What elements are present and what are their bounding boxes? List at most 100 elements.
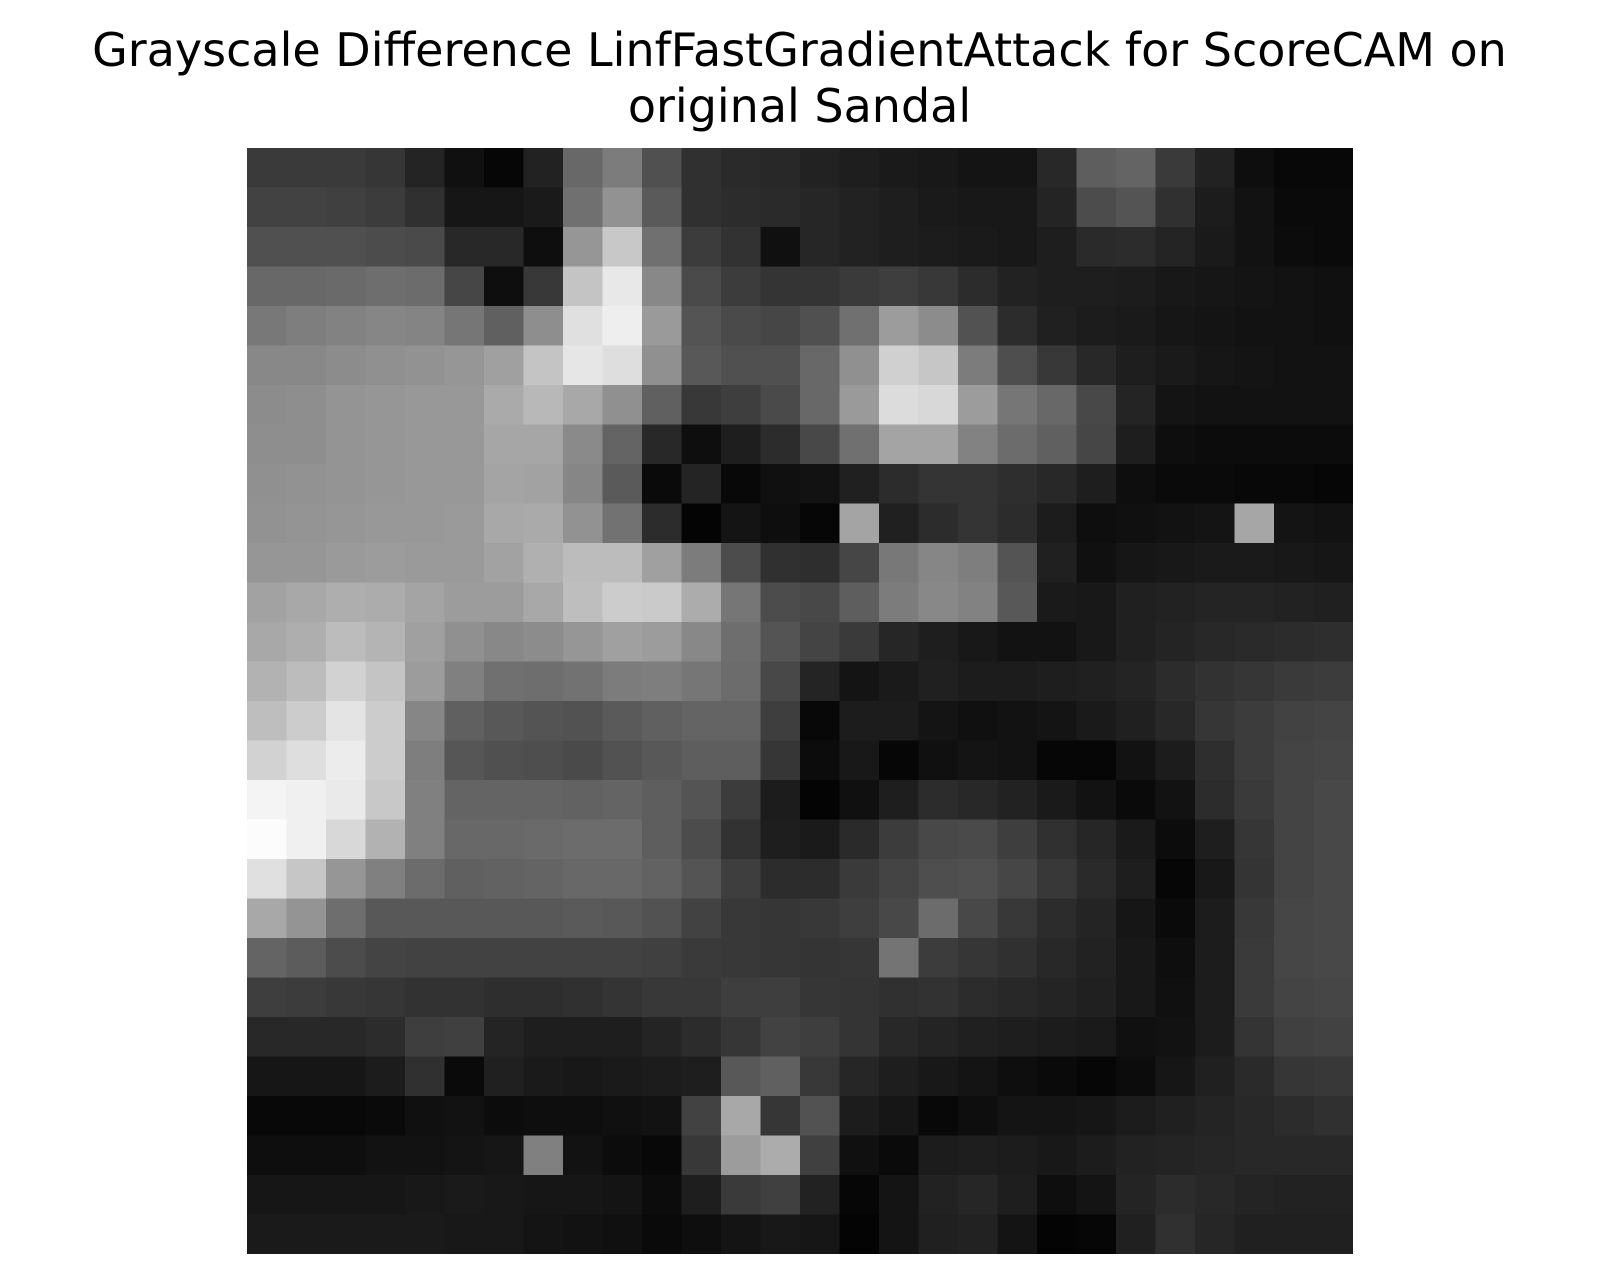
heatmap-cell — [839, 543, 880, 584]
heatmap-cell — [563, 1096, 604, 1137]
heatmap-cell — [997, 938, 1038, 979]
heatmap-cell — [1313, 227, 1353, 268]
heatmap-cell — [365, 898, 406, 939]
heatmap-cell — [642, 227, 683, 268]
heatmap-cell — [839, 661, 880, 702]
heatmap-cell — [681, 582, 722, 623]
heatmap-cell — [286, 977, 327, 1018]
heatmap-cell — [1234, 740, 1275, 781]
heatmap-cell — [405, 780, 446, 821]
heatmap-cell — [918, 266, 959, 307]
heatmap-cell — [247, 1214, 288, 1254]
heatmap-cell — [1037, 582, 1078, 623]
heatmap-cell — [879, 306, 920, 347]
heatmap-cell — [286, 227, 327, 268]
heatmap-cell — [602, 701, 643, 742]
heatmap-cell — [405, 464, 446, 505]
heatmap-cell — [839, 345, 880, 386]
heatmap-cell — [602, 977, 643, 1018]
heatmap-cell — [958, 424, 999, 465]
heatmap-cell — [563, 1017, 604, 1058]
heatmap-cell — [760, 1096, 801, 1137]
heatmap-cell — [1037, 227, 1078, 268]
heatmap-cell — [760, 1056, 801, 1097]
heatmap-cell — [760, 780, 801, 821]
heatmap-cell — [405, 859, 446, 900]
heatmap-cell — [247, 780, 288, 821]
heatmap-cell — [286, 1096, 327, 1137]
heatmap-cell — [1076, 227, 1117, 268]
heatmap-cell — [1037, 1214, 1078, 1254]
heatmap-cell — [879, 1135, 920, 1176]
heatmap-cell — [326, 1096, 367, 1137]
heatmap-cell — [1313, 701, 1353, 742]
heatmap-cell — [997, 977, 1038, 1018]
heatmap-cell — [326, 859, 367, 900]
heatmap-cell — [444, 1017, 485, 1058]
heatmap-cell — [839, 1017, 880, 1058]
heatmap-cell — [286, 306, 327, 347]
heatmap-cell — [484, 1017, 525, 1058]
heatmap-cell — [760, 227, 801, 268]
heatmap-cell — [839, 266, 880, 307]
heatmap-cell — [1274, 306, 1315, 347]
heatmap-cell — [326, 187, 367, 228]
heatmap-cell — [1116, 1056, 1157, 1097]
heatmap-cell — [958, 1056, 999, 1097]
heatmap-cell — [721, 1017, 762, 1058]
heatmap-cell — [918, 622, 959, 663]
heatmap-cell — [997, 187, 1038, 228]
heatmap-cell — [997, 464, 1038, 505]
heatmap-cell — [365, 385, 406, 426]
heatmap-cell — [484, 187, 525, 228]
heatmap-cell — [484, 740, 525, 781]
heatmap-cell — [484, 859, 525, 900]
heatmap-cell — [681, 1056, 722, 1097]
heatmap-cell — [1155, 187, 1196, 228]
heatmap-cell — [642, 859, 683, 900]
heatmap-cell — [602, 780, 643, 821]
heatmap-cell — [365, 938, 406, 979]
heatmap-cell — [879, 898, 920, 939]
heatmap-cell — [405, 977, 446, 1018]
heatmap-cell — [1234, 148, 1275, 189]
heatmap-cell — [879, 1214, 920, 1254]
heatmap-cell — [997, 819, 1038, 860]
heatmap-cell — [918, 701, 959, 742]
heatmap-cell — [800, 424, 841, 465]
heatmap-cell — [958, 1175, 999, 1216]
heatmap-cell — [405, 740, 446, 781]
heatmap-cell — [839, 938, 880, 979]
heatmap-cell — [721, 464, 762, 505]
heatmap-cell — [1155, 819, 1196, 860]
heatmap-cell — [681, 464, 722, 505]
heatmap-cell — [326, 266, 367, 307]
heatmap-cell — [1313, 148, 1353, 189]
heatmap-cell — [326, 780, 367, 821]
heatmap-cell — [958, 661, 999, 702]
heatmap-cell — [1234, 503, 1275, 544]
heatmap-cell — [247, 622, 288, 663]
heatmap-cell — [405, 1096, 446, 1137]
heatmap-cell — [563, 661, 604, 702]
heatmap-cell — [1234, 187, 1275, 228]
heatmap-cell — [879, 1056, 920, 1097]
heatmap-cell — [405, 1056, 446, 1097]
heatmap-cell — [760, 1135, 801, 1176]
heatmap-cell — [365, 740, 406, 781]
heatmap-cell — [1195, 740, 1236, 781]
heatmap-cell — [444, 543, 485, 584]
heatmap-cell — [602, 1056, 643, 1097]
heatmap-cell — [523, 622, 564, 663]
heatmap-cell — [405, 582, 446, 623]
heatmap-cell — [1313, 1056, 1353, 1097]
heatmap-cell — [563, 503, 604, 544]
heatmap-cell — [1155, 701, 1196, 742]
heatmap-cell — [721, 977, 762, 1018]
heatmap-cell — [721, 661, 762, 702]
heatmap-cell — [286, 661, 327, 702]
heatmap-cell — [958, 701, 999, 742]
heatmap-cell — [1076, 148, 1117, 189]
heatmap-cell — [681, 740, 722, 781]
heatmap-cell — [1155, 740, 1196, 781]
